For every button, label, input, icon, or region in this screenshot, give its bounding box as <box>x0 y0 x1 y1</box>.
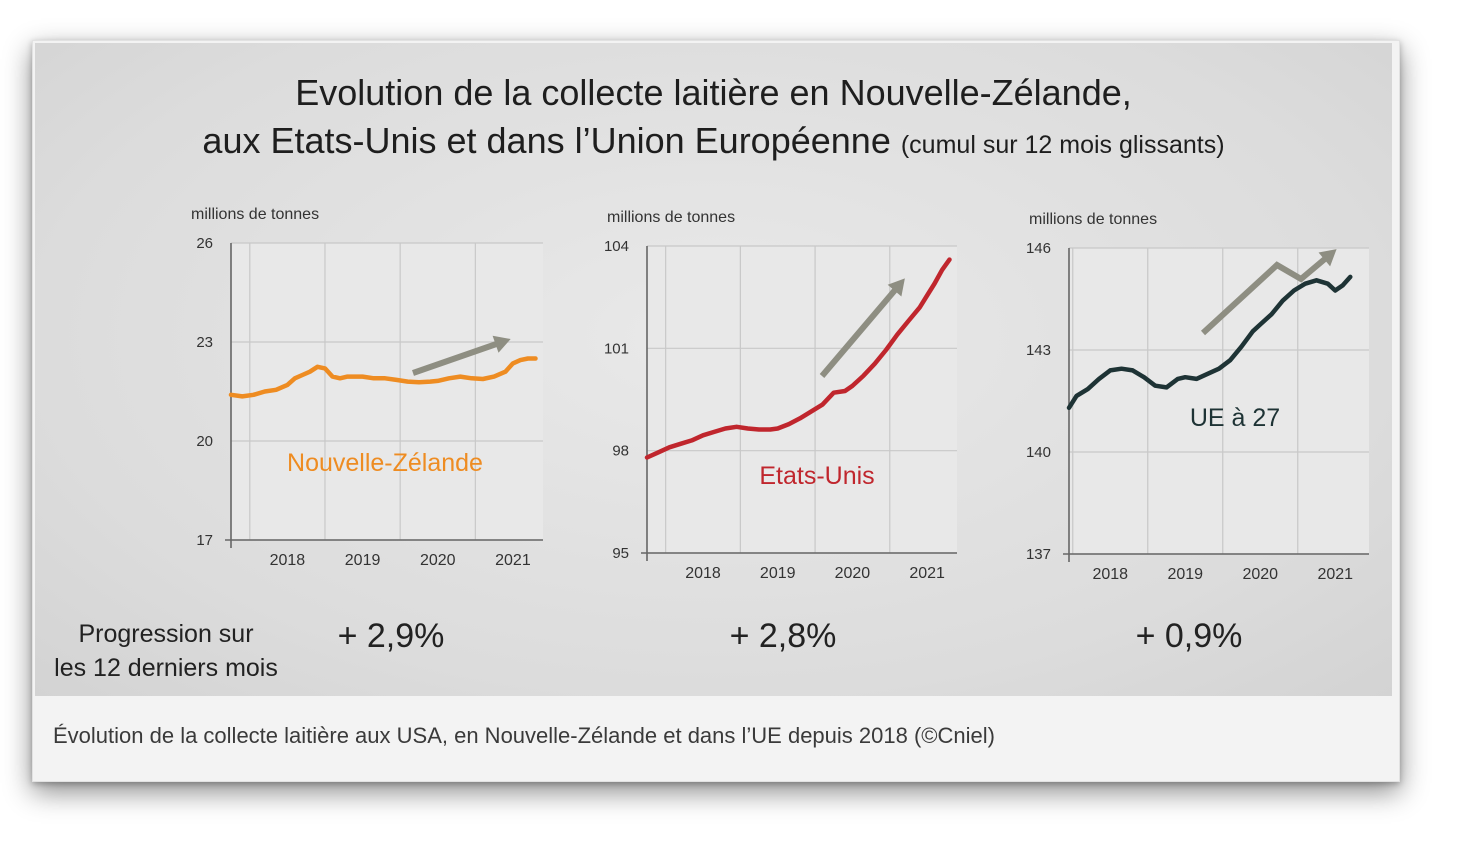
us-xtick-label: 2019 <box>760 565 796 582</box>
nz-series-line <box>228 356 538 399</box>
us-series-label: Etats-Unis <box>759 462 874 490</box>
nz-xtick-label: 2021 <box>495 552 531 569</box>
nz-xtick-label: 2018 <box>270 552 306 569</box>
figure-caption: Évolution de la collecte laitière aux US… <box>53 723 995 748</box>
eu-xtick-label: 2018 <box>1092 566 1128 583</box>
slide-title-line1: Evolution de la collecte laitière en Nou… <box>295 72 1132 113</box>
slide-image: Evolution de la collecte laitière en Nou… <box>35 43 1392 696</box>
eu-ytick-label: 137 <box>1026 546 1051 563</box>
us-trend-arrow <box>819 281 904 378</box>
nz-xtick-label: 2019 <box>345 552 381 569</box>
eu-ylabel: millions de tonnes <box>1029 211 1157 228</box>
eu-xtick-label: 2021 <box>1317 566 1353 583</box>
us-ytick-label: 95 <box>612 545 629 562</box>
eu-trend-arrowhead <box>1318 249 1337 267</box>
eu-ytick-label: 143 <box>1026 342 1051 359</box>
charts-svg: 17 20 23 26 2018 2019 2020 2021 millions de tonn… <box>191 206 1369 583</box>
nz-ytick-label: 23 <box>196 334 213 351</box>
nz-plot-area <box>231 243 543 540</box>
progression-label: Progression sur les 12 derniers mois <box>41 617 291 685</box>
eu-series-line <box>1066 274 1353 411</box>
progression-nz: + 2,9% <box>337 617 445 655</box>
figure-card: Evolution de la collecte laitière en Nou… <box>32 40 1400 782</box>
eu-xtick-label: 2019 <box>1167 566 1203 583</box>
us-trend-arrowhead <box>887 278 905 297</box>
nz-xtick-label: 2020 <box>420 552 456 569</box>
slide-title-subtitle: (cumul sur 12 mois glissants) <box>900 131 1225 159</box>
us-plot-area <box>647 246 957 553</box>
us-xtick-label: 2020 <box>835 565 871 582</box>
nz-series-label: Nouvelle-Zélande <box>287 449 483 477</box>
nz-ytick-label: 26 <box>196 235 213 252</box>
eu-xtick-label: 2020 <box>1242 566 1278 583</box>
progression-label-line2: les 12 derniers mois <box>54 654 278 682</box>
us-ytick-label: 104 <box>604 238 629 255</box>
eu-trend-arrow <box>1200 250 1334 336</box>
progression-label-line1: Progression sur <box>78 620 254 648</box>
us-series-line <box>644 257 952 460</box>
nz-ytick-label: 17 <box>196 532 213 549</box>
us-ytick-label: 101 <box>604 340 629 357</box>
nz-trend-arrow <box>412 338 506 376</box>
us-ytick-label: 98 <box>612 443 629 460</box>
eu-series-label: UE à 27 <box>1190 404 1280 432</box>
eu-ytick-label: 146 <box>1026 240 1051 257</box>
eu-ytick-label: 140 <box>1026 444 1051 461</box>
nz-ytick-label: 20 <box>196 433 213 450</box>
nz-trend-arrowhead <box>492 335 511 353</box>
eu-plot-area <box>1069 248 1369 554</box>
nz-ylabel: millions de tonnes <box>191 206 319 223</box>
slide-title-main: aux Etats-Unis et dans l’Union Européenn… <box>202 120 891 161</box>
slide-title-line2: aux Etats-Unis et dans l’Union Européenn… <box>35 119 1392 167</box>
us-xtick-label: 2021 <box>909 565 945 582</box>
progression-eu: + 0,9% <box>1135 617 1243 655</box>
progression-us: + 2,8% <box>729 617 837 655</box>
us-xtick-label: 2018 <box>685 565 721 582</box>
us-ylabel: millions de tonnes <box>607 209 735 226</box>
